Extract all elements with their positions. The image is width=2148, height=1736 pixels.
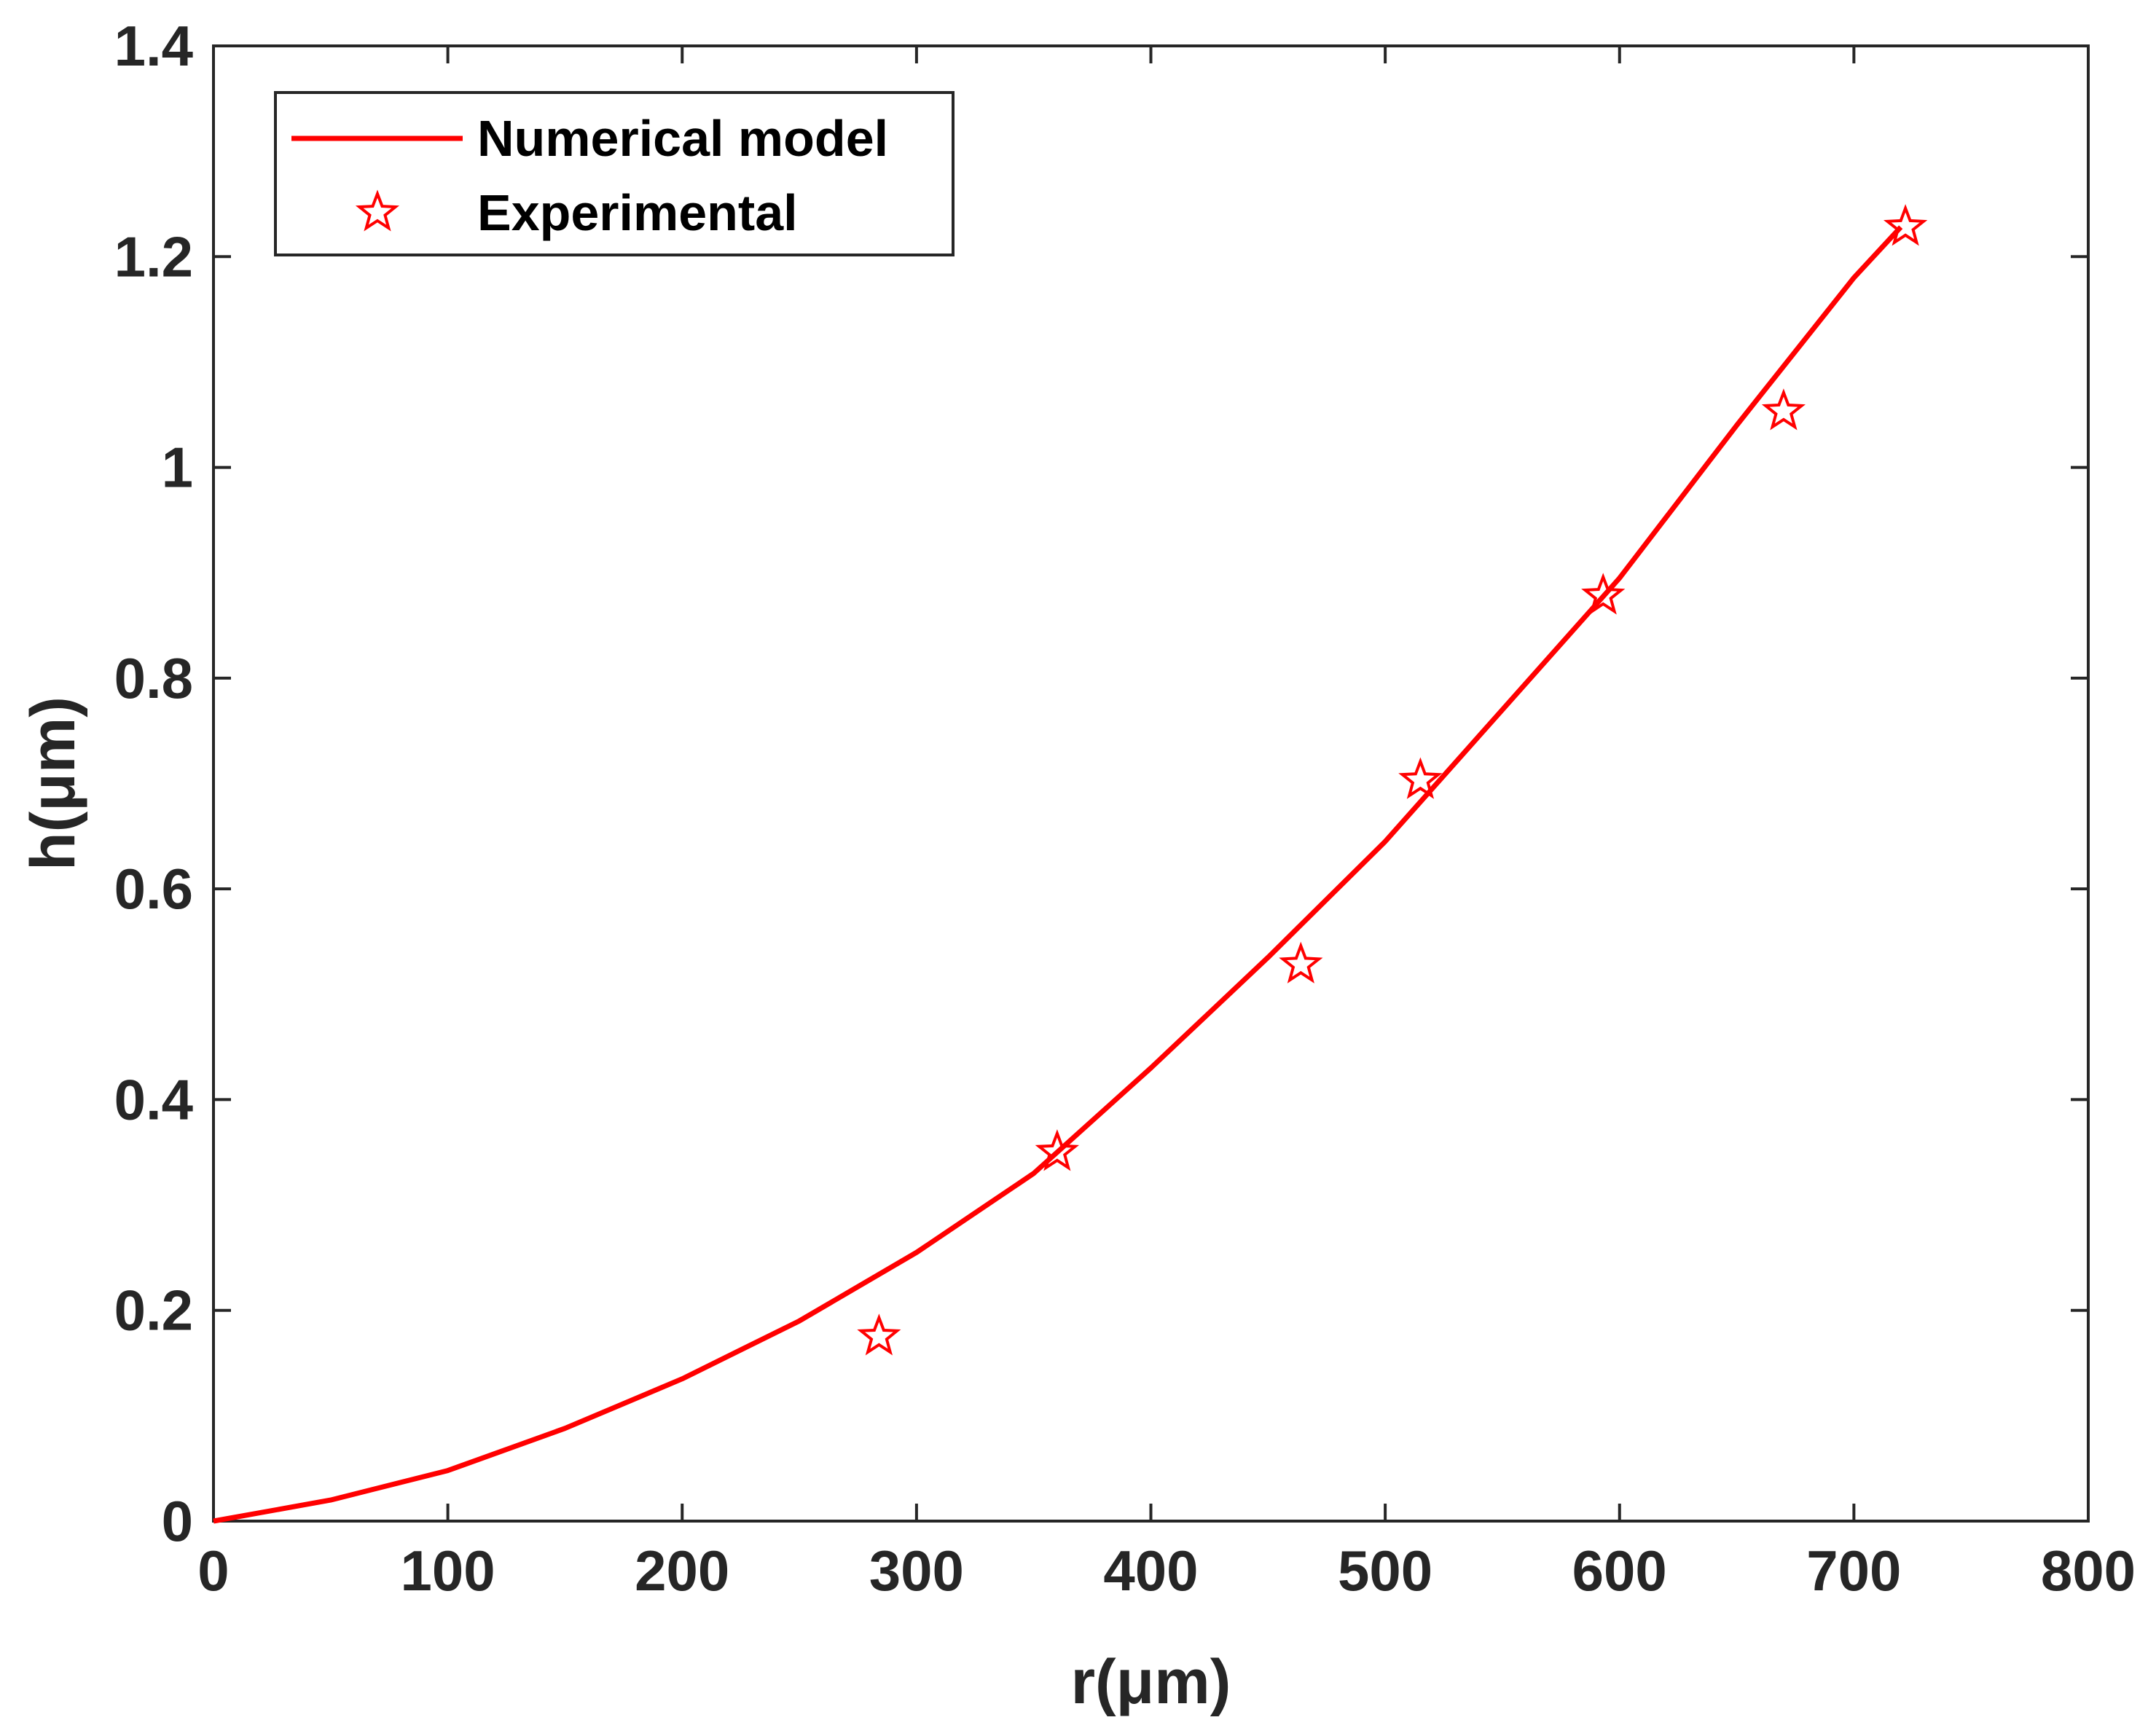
axes: 0 100 200 300 400 500 600 700 800 0 0.2 0.4 0.6 0.8 1 1… xyxy=(114,14,2136,1603)
y-tick-label: 0.2 xyxy=(114,1279,193,1343)
y-tick-label: 0.6 xyxy=(114,857,193,921)
y-tick-label: 0 xyxy=(162,1489,193,1553)
y-tick-label: 1.4 xyxy=(114,14,193,78)
series-layer xyxy=(213,204,1928,1524)
x-tick-label: 100 xyxy=(401,1539,495,1603)
series-line-numerical-model xyxy=(213,225,1903,1524)
x-tick-label: 500 xyxy=(1338,1539,1432,1603)
y-axis-label: h(μm) xyxy=(18,696,88,871)
y-tick-label: 1.2 xyxy=(114,224,193,288)
x-tick-label: 800 xyxy=(2041,1539,2136,1603)
experimental-point xyxy=(857,1313,901,1356)
x-tick-label: 600 xyxy=(1572,1539,1667,1603)
x-tick-label: 700 xyxy=(1806,1539,1901,1603)
x-tick-label: 400 xyxy=(1103,1539,1198,1603)
y-tick-label: 1 xyxy=(162,436,193,500)
y-tick-label: 0.4 xyxy=(114,1067,193,1131)
y-tick-label: 0.8 xyxy=(114,646,193,710)
experimental-point xyxy=(1581,573,1626,615)
x-tick-label: 300 xyxy=(869,1539,964,1603)
x-tick-label: 0 xyxy=(197,1539,229,1603)
experimental-point xyxy=(1035,1129,1080,1171)
x-axis-label: r(μm) xyxy=(1071,1647,1231,1717)
legend-star-icon xyxy=(355,189,400,232)
legend-label-numerical-model: Numerical model xyxy=(477,110,888,167)
experimental-point xyxy=(1884,204,1928,246)
experimental-point xyxy=(1398,757,1443,799)
x-tick-label: 200 xyxy=(635,1539,729,1603)
experimental-point xyxy=(1279,941,1323,983)
legend-label-experimental: Experimental xyxy=(477,184,798,241)
legend: Numerical model Experimental xyxy=(274,91,955,256)
experimental-point xyxy=(1761,388,1806,431)
